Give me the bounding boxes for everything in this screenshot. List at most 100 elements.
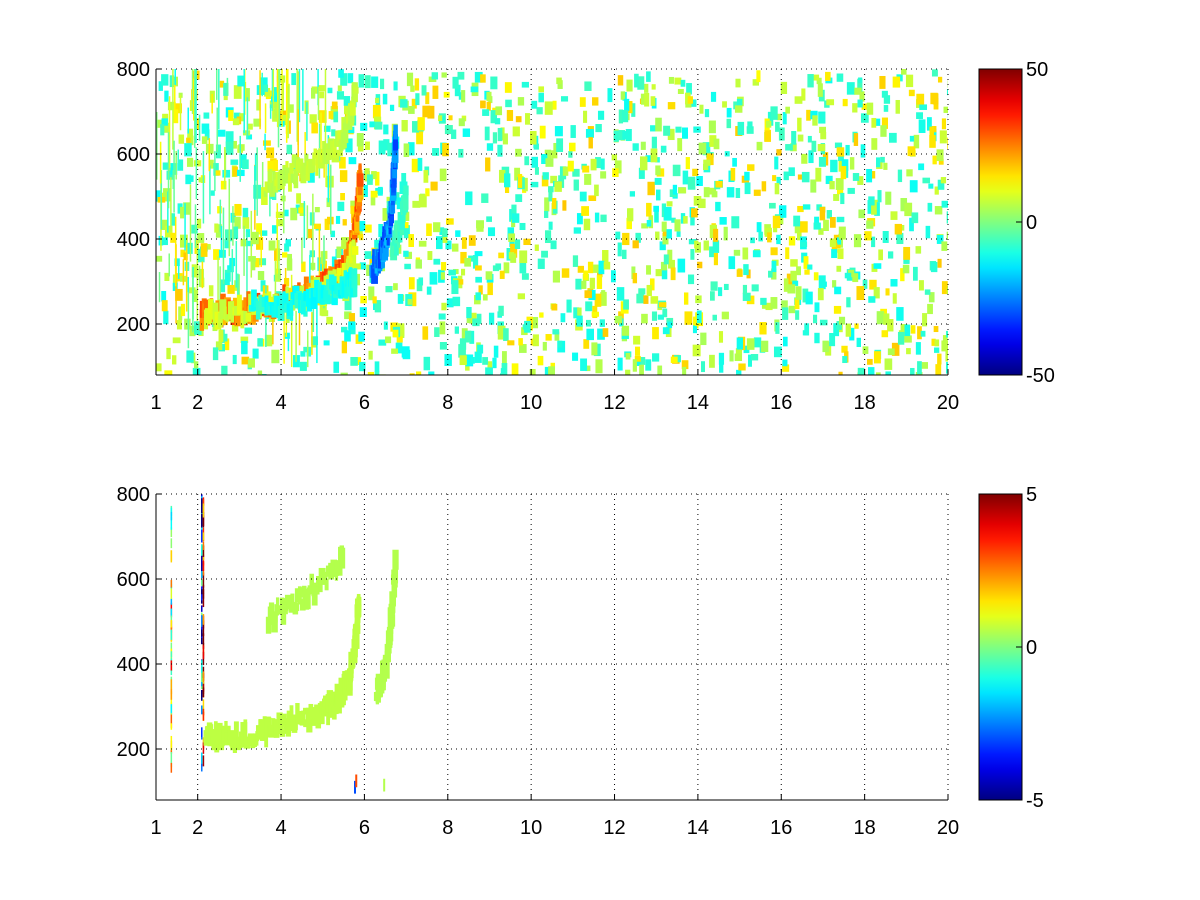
- heatmap-cell: [318, 85, 325, 92]
- x-tick-label: 2: [192, 392, 203, 414]
- heatmap-cell: [646, 219, 652, 227]
- heatmap-cell: [174, 216, 177, 287]
- heatmap-cell: [577, 265, 585, 273]
- heatmap-cell: [156, 190, 162, 202]
- heatmap-cell: [883, 95, 891, 104]
- heatmap-cell: [246, 97, 249, 139]
- heatmap-cell: [646, 265, 651, 275]
- heatmap-cell: [686, 83, 692, 95]
- heatmap-cell: [840, 166, 847, 180]
- x-tick-label: 6: [359, 817, 370, 839]
- heatmap-cell: [194, 204, 197, 249]
- heatmap-cell: [258, 294, 263, 311]
- heatmap-cell: [726, 187, 735, 198]
- heatmap-cell: [248, 358, 255, 368]
- heatmap-cell: [495, 106, 503, 116]
- heatmap-cell: [371, 265, 378, 284]
- heatmap-cell: [256, 99, 261, 111]
- heatmap-cell: [202, 532, 205, 541]
- heatmap-cell: [651, 136, 657, 149]
- heatmap-cell: [403, 143, 410, 158]
- heatmap-cell: [379, 78, 385, 90]
- heatmap-cell: [306, 330, 309, 368]
- heatmap-cell: [636, 293, 644, 304]
- heatmap-cell: [538, 92, 544, 103]
- heatmap-cell: [474, 251, 483, 257]
- heatmap-cell: [432, 85, 439, 99]
- heatmap-cell: [524, 156, 530, 166]
- heatmap-cell: [260, 77, 268, 91]
- heatmap-cell: [836, 147, 845, 157]
- heatmap-cell: [560, 96, 569, 102]
- heatmap-cell: [396, 323, 405, 337]
- heatmap-cell: [644, 92, 650, 107]
- heatmap-cell: [170, 723, 173, 730]
- heatmap-cell: [860, 144, 866, 158]
- heatmap-cell: [915, 342, 921, 355]
- heatmap-cell: [782, 359, 788, 367]
- heatmap-cell: [780, 81, 788, 94]
- heatmap-cell: [718, 352, 725, 365]
- heatmap-cell: [657, 374, 663, 375]
- heatmap-cell: [937, 258, 942, 268]
- heatmap-cell: [170, 629, 173, 640]
- heatmap-cell: [825, 175, 833, 185]
- heatmap-cell: [690, 212, 695, 226]
- grid: [156, 68, 949, 375]
- heatmap-cell: [682, 366, 687, 375]
- heatmap-cell: [876, 157, 881, 168]
- heatmap-cell: [267, 160, 275, 173]
- heatmap-cell: [331, 129, 336, 137]
- heatmap-cell: [194, 118, 200, 130]
- heatmap-cell: [391, 570, 398, 588]
- heatmap-cell: [906, 169, 913, 177]
- heatmap-cell: [928, 183, 934, 189]
- heatmap-cell: [202, 541, 205, 551]
- heatmap-cell: [201, 544, 203, 560]
- heatmap-cell: [622, 249, 627, 260]
- heatmap-cell: [185, 244, 188, 312]
- heatmap-cell: [692, 325, 697, 334]
- heatmap-cell: [550, 175, 558, 184]
- heatmap-cell: [662, 308, 668, 318]
- heatmap-cell: [284, 594, 291, 606]
- heatmap-cell: [365, 141, 370, 150]
- heatmap-cell: [238, 274, 240, 306]
- heatmap-cell: [752, 79, 760, 86]
- heatmap-cell: [241, 356, 250, 365]
- heatmap-cell: [264, 728, 269, 748]
- heatmap-cell: [621, 325, 630, 336]
- heatmap-cell: [838, 226, 846, 240]
- heatmap-cell: [246, 231, 248, 304]
- heatmap-cell: [412, 200, 421, 208]
- heatmap-cell: [866, 220, 874, 229]
- heatmap-cell: [455, 230, 461, 237]
- heatmap-cell: [319, 91, 325, 99]
- heatmap-cell: [646, 71, 651, 82]
- heatmap-cell: [232, 297, 240, 308]
- heatmap-cell: [408, 105, 415, 114]
- heatmap-cell: [904, 324, 911, 337]
- heatmap-cell: [825, 71, 831, 81]
- heatmap-cell: [201, 705, 203, 715]
- heatmap-cell: [371, 76, 379, 88]
- x-tick-label: 2: [192, 817, 203, 839]
- heatmap-cell: [595, 124, 602, 133]
- heatmap-cell: [325, 154, 327, 188]
- heatmap-cell: [709, 354, 715, 368]
- heatmap-cell: [317, 257, 325, 272]
- heatmap-cell: [328, 111, 336, 119]
- heatmap-cell: [374, 370, 380, 375]
- heatmap-cell: [864, 231, 872, 241]
- heatmap-cell: [468, 255, 476, 262]
- heatmap-cell: [610, 270, 616, 283]
- heatmap-cell: [296, 69, 298, 142]
- heatmap-cell: [201, 666, 203, 683]
- heatmap-cell: [306, 205, 309, 239]
- heatmap-cell: [495, 263, 502, 270]
- heatmap-cell: [318, 110, 327, 123]
- heatmap-cell: [216, 69, 218, 100]
- heatmap-cell: [333, 291, 340, 298]
- heatmap-cell: [812, 74, 820, 81]
